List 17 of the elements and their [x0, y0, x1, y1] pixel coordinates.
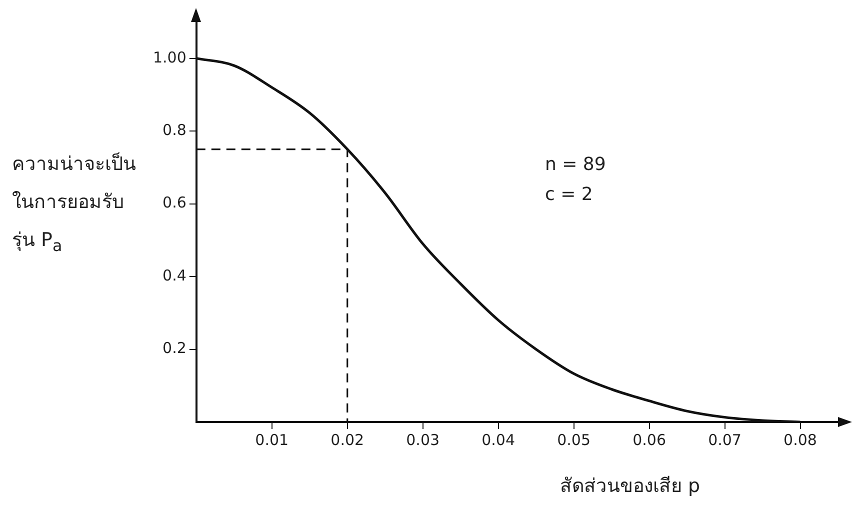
x-tick-label: 0.01: [255, 430, 289, 449]
y-tick-label: 0.8: [162, 120, 186, 139]
y-tick-label: 0.4: [162, 266, 186, 284]
x-tick-label: 0.03: [406, 430, 440, 449]
x-tick-label: 0.07: [708, 430, 742, 449]
x-tick-label: 0.08: [784, 430, 817, 449]
annotation: c = 2: [545, 184, 593, 205]
y-tick-label: 1.00: [152, 48, 186, 66]
annotation: n = 89: [545, 154, 606, 175]
x-axis-title: สัดส่วนของเสีย p: [560, 474, 700, 499]
x-tick-label: 0.05: [557, 430, 591, 449]
x-tick-label: 0.02: [330, 430, 364, 449]
x-tick-label: 0.04: [482, 430, 516, 449]
y-tick-label: 0.2: [162, 339, 186, 358]
y-tick-label: 0.6: [162, 194, 186, 212]
y-axis-title: ความน่าจะเป็น ในการยอมรับ รุ่น P$_{a}$: [12, 151, 136, 257]
x-tick-label: 0.06: [632, 430, 666, 449]
